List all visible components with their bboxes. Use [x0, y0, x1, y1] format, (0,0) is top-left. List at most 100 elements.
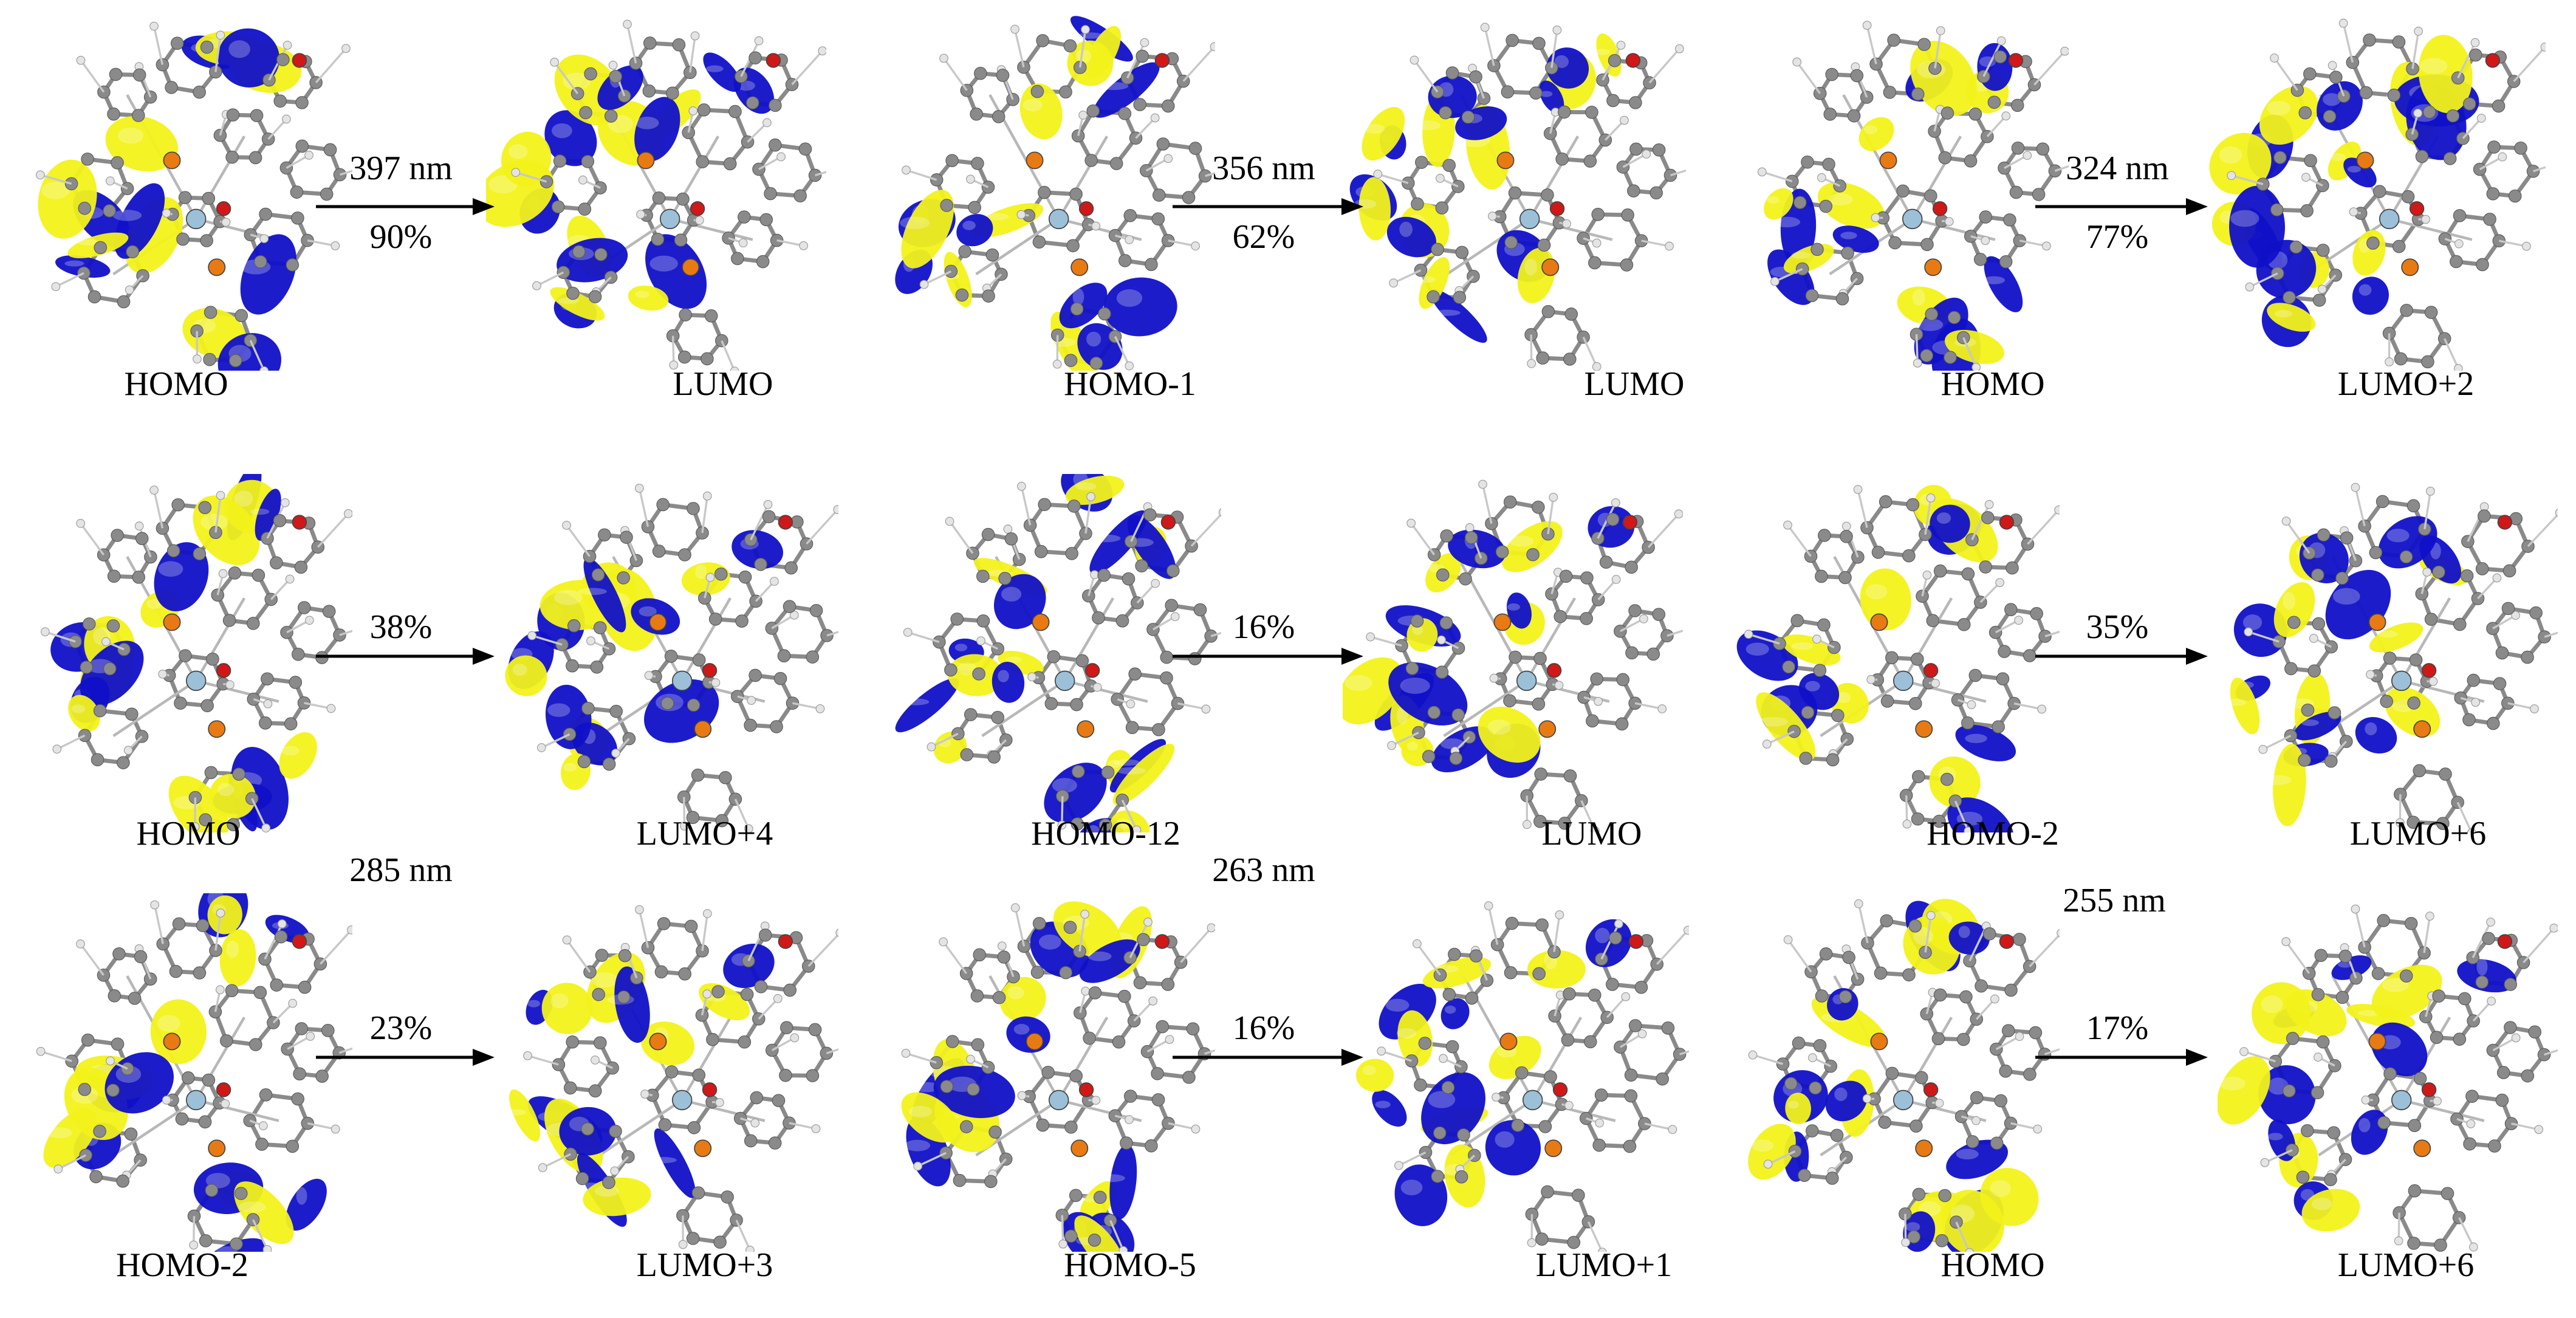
hydrogen-atom — [288, 998, 298, 1008]
hydrogen-atom — [939, 53, 948, 63]
carbon-atom — [1133, 976, 1147, 990]
carbon-atom — [2030, 607, 2043, 620]
carbon-atom — [1624, 1068, 1638, 1082]
hydrogen-atom — [105, 176, 115, 186]
carbon-atom — [1805, 1124, 1819, 1138]
h-bond — [1752, 1054, 1784, 1065]
carbon-atom — [93, 704, 107, 718]
h-bond — [750, 504, 769, 541]
h-bond — [905, 1052, 937, 1064]
carbon-atom — [748, 668, 762, 682]
carbon-atom — [654, 965, 668, 979]
lumo-orbital-plot — [506, 905, 838, 1252]
h-bond — [2263, 735, 2292, 750]
carbon-atom — [200, 234, 213, 247]
h-bond — [338, 1047, 352, 1054]
transition-arrow — [2035, 198, 2208, 215]
carbon-atom — [1151, 1093, 1165, 1107]
carbon-atom — [745, 96, 759, 109]
carbon-atom — [1511, 1119, 1524, 1132]
orbital-lobe-positive — [1440, 998, 1470, 1029]
carbon-atom — [598, 528, 611, 542]
hydrogen-atom — [2270, 53, 2279, 63]
carbon-atom — [992, 990, 1006, 1004]
metal-atom — [2391, 1090, 2412, 1111]
carbon-atom — [1959, 990, 1973, 1004]
h-bond — [1748, 633, 1780, 645]
carbon-atom — [564, 1147, 577, 1161]
carbon-atom — [1414, 1078, 1427, 1092]
h-bond — [792, 702, 821, 710]
orbital-lobe-positive — [1767, 249, 1815, 305]
lobe-highlight — [77, 239, 100, 245]
carbon-atom — [1579, 1111, 1593, 1125]
orbital-label: HOMO-5 — [1064, 1246, 1196, 1284]
carbon-atom — [2521, 1069, 2535, 1083]
carbon-atom — [566, 1035, 580, 1049]
oxygen-atom — [1999, 934, 2015, 949]
carbon-atom — [1553, 609, 1567, 623]
lobe-highlight — [1594, 49, 1610, 55]
orbital-lobe-positive — [1109, 1144, 1137, 1220]
h-bond — [1182, 46, 1215, 82]
carbon-atom — [1118, 107, 1132, 120]
homo-orbital-plot — [35, 21, 352, 371]
orbital-lobe-negative — [1109, 810, 1150, 832]
lobe-highlight — [508, 144, 528, 159]
coordination-bond — [1057, 136, 1109, 220]
hydrogen-atom — [966, 1054, 975, 1064]
carbon-atom — [1591, 532, 1605, 545]
h-bond — [1580, 800, 1596, 831]
carbon-atom — [2269, 1054, 2283, 1068]
h-bond — [1904, 1213, 1907, 1243]
orbital-lobe-positive — [1984, 256, 2023, 312]
carbon-atom — [783, 983, 796, 997]
oxygen-atom — [1932, 201, 1948, 216]
orbital-lobe-positive — [218, 333, 281, 371]
orbital-label: LUMO — [1584, 365, 1685, 403]
carbon-atom — [1661, 1021, 1675, 1035]
carbon-atom — [2316, 1035, 2330, 1049]
carbon-atom — [563, 1081, 577, 1095]
oxygen-atom — [2421, 663, 2437, 678]
phosphorus-atom — [1499, 1032, 1518, 1051]
phosphorus-atom — [163, 1032, 181, 1051]
carbon-atom — [79, 1148, 92, 1162]
carbon-atom — [1123, 1090, 1137, 1103]
h-bond — [2010, 1122, 2038, 1130]
carbon-atom — [2413, 1072, 2427, 1085]
h-bond — [1986, 115, 2007, 137]
hydrogen-atom — [2511, 611, 2520, 620]
lobe-highlight — [2332, 588, 2360, 605]
carbon-atom — [1591, 208, 1605, 221]
transition-wavelength: 285 nm — [349, 851, 453, 889]
carbon-atom — [2387, 88, 2401, 102]
lobe-highlight — [1791, 642, 1813, 650]
metal-atom — [671, 1090, 693, 1111]
h-bond — [815, 171, 826, 177]
hydrogen-atom — [150, 900, 160, 910]
hydrogen-atom — [1057, 820, 1067, 830]
h-bond — [1761, 171, 1793, 183]
carbon-atom — [169, 964, 183, 978]
h-bond — [1656, 929, 1689, 965]
carbon-atom — [258, 952, 272, 966]
carbon-atom — [2458, 992, 2472, 1006]
carbon-atom — [1036, 34, 1049, 47]
lobe-highlight — [1834, 1087, 1848, 1101]
carbon-atom — [968, 201, 981, 215]
orbital-lobe-negative — [1782, 634, 1841, 665]
h-bond — [1667, 630, 1683, 637]
carbon-atom — [589, 1084, 602, 1097]
carbon-atom — [642, 84, 656, 98]
carbon-atom — [125, 707, 139, 721]
lobe-highlight — [578, 588, 607, 596]
orbital-lobe-positive — [1079, 939, 1140, 983]
carbon-atom — [1431, 242, 1444, 256]
orbital-lobe-negative — [1356, 1059, 1394, 1092]
carbon-atom — [2286, 1032, 2300, 1045]
hydrogen-atom — [347, 925, 352, 935]
carbon-atom — [1534, 767, 1548, 781]
hydrogen-atom — [1191, 1124, 1201, 1134]
carbon-atom — [594, 1036, 607, 1049]
